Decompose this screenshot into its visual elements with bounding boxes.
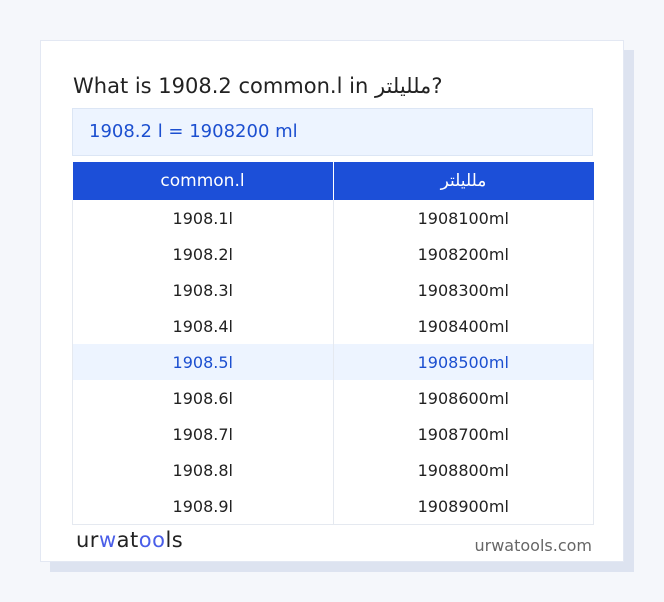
table-row: 1908.1l 1908100ml — [72, 200, 594, 236]
table-row: 1908.8l 1908800ml — [72, 452, 594, 488]
table-cell: 1908700ml — [332, 416, 594, 452]
page-title: What is 1908.2 common.l in ملليلتر? — [73, 74, 443, 98]
converter-card: What is 1908.2 common.l in ملليلتر? 1908… — [40, 40, 624, 562]
table-cell: 1908400ml — [332, 308, 594, 344]
table-row: 1908.9l 1908900ml — [72, 488, 594, 525]
table-cell: 1908900ml — [332, 488, 594, 525]
table-cell: 1908.9l — [72, 488, 334, 525]
table-row: 1908.7l 1908700ml — [72, 416, 594, 452]
urwatools-logo[interactable]: urwatools — [76, 528, 184, 552]
table-cell: 1908.8l — [72, 452, 334, 488]
table-row: 1908.5l 1908500ml — [72, 344, 594, 380]
table-cell: 1908.1l — [72, 200, 334, 236]
table-cell: 1908800ml — [332, 452, 594, 488]
conversion-table: common.l ملليلتر 1908.1l 1908100ml 1908.2l… — [72, 162, 594, 525]
table-cell: 1908300ml — [332, 272, 594, 308]
table-cell: 1908.7l — [72, 416, 334, 452]
conversion-result: 1908.2 l = 1908200 ml — [72, 108, 593, 156]
table-cell: 1908600ml — [332, 380, 594, 416]
column-header: common.l — [72, 162, 333, 200]
table-cell: 1908.5l — [72, 344, 334, 380]
table-cell: 1908.4l — [72, 308, 334, 344]
table-cell: 1908500ml — [332, 344, 594, 380]
column-header: ملليلتر — [332, 162, 594, 200]
table-row: 1908.6l 1908600ml — [72, 380, 594, 416]
table-cell: 1908.6l — [72, 380, 334, 416]
table-cell: 1908200ml — [332, 236, 594, 272]
table-cell: 1908.3l — [72, 272, 334, 308]
table-row: 1908.3l 1908300ml — [72, 272, 594, 308]
table-cell: 1908100ml — [332, 200, 594, 236]
table-row: 1908.4l 1908400ml — [72, 308, 594, 344]
table-cell: 1908.2l — [72, 236, 334, 272]
site-link[interactable]: urwatools.com — [474, 536, 593, 555]
table-row: 1908.2l 1908200ml — [72, 236, 594, 272]
